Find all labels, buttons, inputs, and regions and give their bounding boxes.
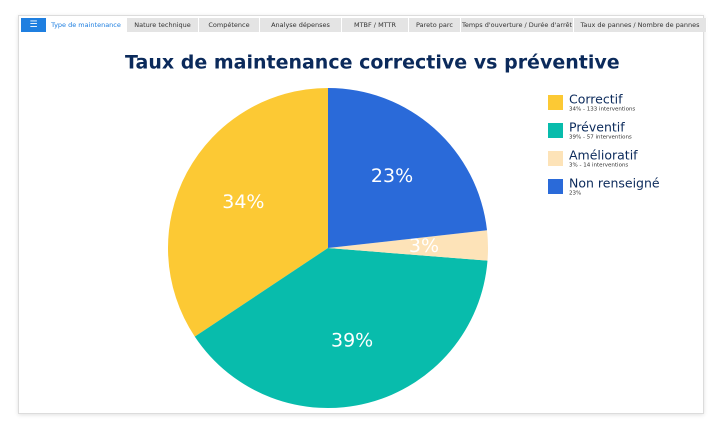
legend-detail: 34% - 133 interventions: [569, 107, 635, 113]
slice-label: 39%: [331, 329, 373, 351]
tab[interactable]: Analyse dépenses: [260, 18, 342, 32]
legend-detail: 39% - 57 interventions: [569, 135, 632, 141]
chart-title: Taux de maintenance corrective vs préven…: [125, 52, 620, 74]
legend-label: Correctif: [569, 92, 623, 107]
legend-label: Amélioratif: [569, 148, 638, 163]
tab-bar: ☰ Type de maintenance Nature technique Com…: [21, 18, 707, 32]
slice-label: 3%: [409, 235, 439, 257]
tab[interactable]: Type de maintenance: [46, 18, 127, 32]
slice-label: 34%: [222, 191, 264, 213]
tab[interactable]: Nature technique: [127, 18, 199, 32]
tab[interactable]: Taux de pannes / Nombre de pannes: [574, 18, 707, 32]
legend-swatch: [548, 151, 563, 166]
pie-slice: [168, 88, 328, 337]
legend-swatch: [548, 95, 563, 110]
legend-label: Préventif: [569, 120, 625, 135]
pie-slice: [194, 248, 488, 408]
legend-swatch: [548, 179, 563, 194]
tab[interactable]: MTBF / MTTR: [342, 18, 409, 32]
legend-detail: 23%: [569, 191, 581, 197]
legend-detail: 3% - 14 interventions: [569, 163, 628, 169]
tab[interactable]: Temps d'ouverture / Durée d'arrêt: [461, 18, 574, 32]
pie-slice: [328, 230, 488, 261]
pie-slice: [328, 88, 488, 248]
tab[interactable]: Compétence: [199, 18, 260, 32]
menu-button[interactable]: ☰: [21, 18, 46, 32]
slice-label: 23%: [371, 165, 413, 187]
tab[interactable]: Pareto parc: [409, 18, 461, 32]
legend-swatch: [548, 123, 563, 138]
legend-label: Non renseigné: [569, 176, 660, 191]
